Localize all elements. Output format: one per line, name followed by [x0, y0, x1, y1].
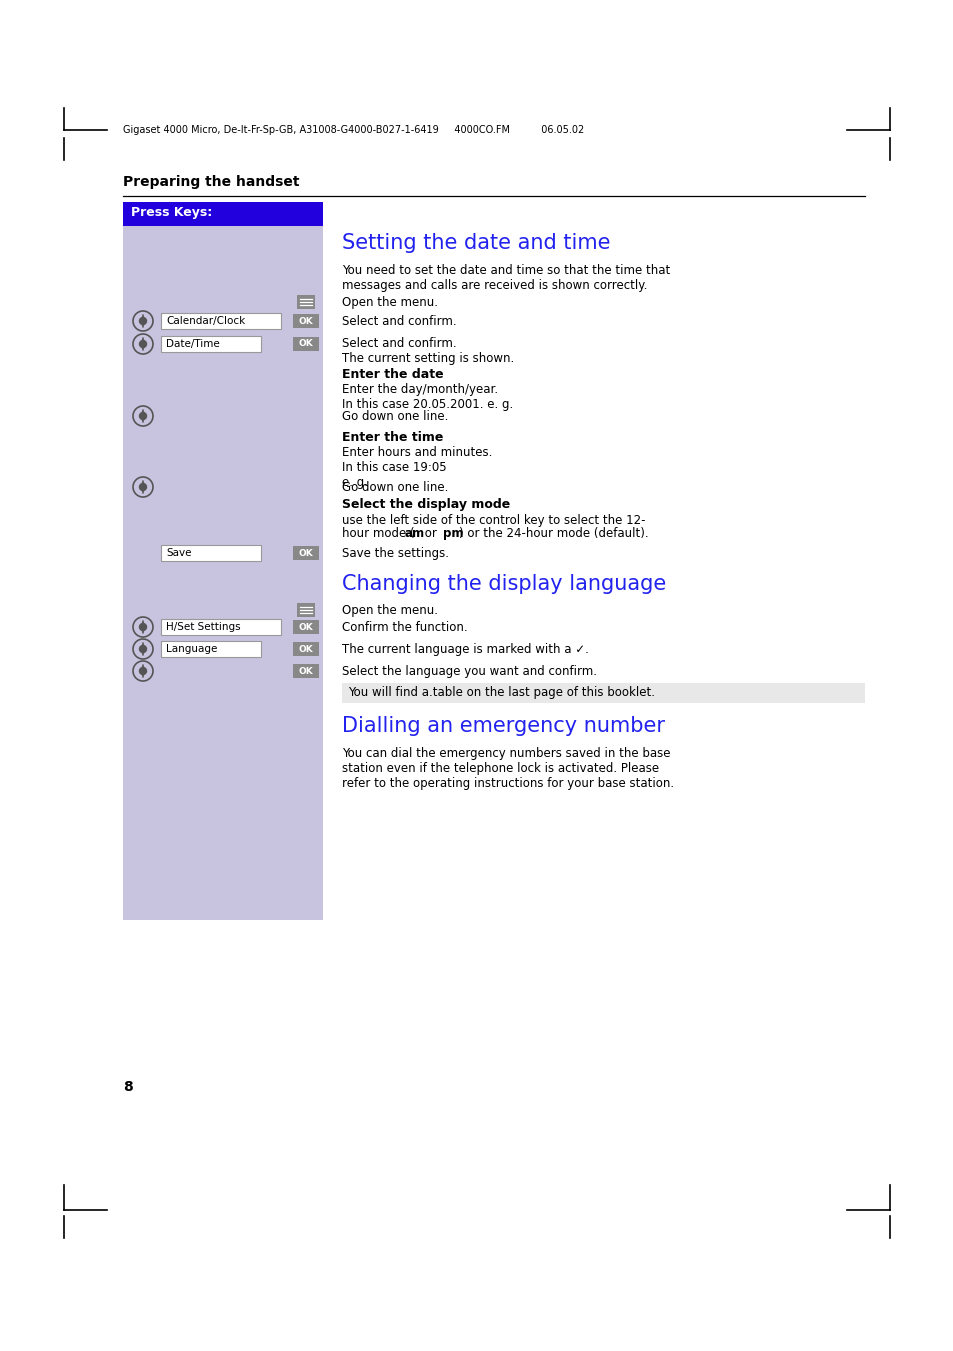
Text: use the left side of the control key to select the 12-: use the left side of the control key to … — [341, 513, 645, 527]
Bar — [161, 313, 281, 330]
Text: Select and confirm.
The current setting is shown.: Select and confirm. The current setting … — [341, 336, 514, 365]
Circle shape — [139, 484, 147, 490]
Text: Gigaset 4000 Micro, De-It-Fr-Sp-GB, A31008-G4000-B027-1-6419     4000CO.FM      : Gigaset 4000 Micro, De-It-Fr-Sp-GB, A310… — [123, 126, 583, 135]
Text: H/Set Settings: H/Set Settings — [166, 621, 240, 632]
Text: or: or — [420, 527, 440, 540]
Text: am: am — [405, 527, 425, 540]
Text: Select the display mode: Select the display mode — [341, 499, 510, 511]
Bar — [293, 620, 318, 634]
Bar — [161, 619, 281, 635]
Circle shape — [139, 624, 147, 631]
Text: OK: OK — [298, 316, 313, 326]
Bar — [293, 336, 318, 351]
Text: Setting the date and time: Setting the date and time — [341, 232, 610, 253]
Text: Enter hours and minutes.
In this case 19:05
e. g.: Enter hours and minutes. In this case 19… — [341, 446, 492, 489]
Text: The current language is marked with a ✓.: The current language is marked with a ✓. — [341, 643, 588, 657]
Bar — [296, 295, 314, 309]
Text: Enter the date: Enter the date — [341, 367, 443, 381]
Bar — [161, 640, 261, 657]
Text: Changing the display language: Changing the display language — [341, 574, 665, 594]
Circle shape — [139, 317, 147, 324]
Text: ) or the 24-hour mode (default).: ) or the 24-hour mode (default). — [458, 527, 648, 540]
Bar — [341, 684, 864, 703]
Bar — [296, 603, 314, 617]
Text: Press Keys:: Press Keys: — [131, 205, 212, 219]
Bar — [293, 546, 318, 561]
Circle shape — [139, 646, 147, 653]
Text: OK: OK — [298, 644, 313, 654]
Text: OK: OK — [298, 549, 313, 558]
Text: Select the language you want and confirm.: Select the language you want and confirm… — [341, 665, 597, 678]
Text: Open the menu.: Open the menu. — [341, 604, 437, 617]
Text: hour mode (: hour mode ( — [341, 527, 415, 540]
Text: Go down one line.: Go down one line. — [341, 409, 448, 423]
Text: Dialling an emergency number: Dialling an emergency number — [341, 716, 664, 736]
Text: Go down one line.: Go down one line. — [341, 481, 448, 494]
Text: Open the menu.: Open the menu. — [341, 296, 437, 309]
Bar — [293, 642, 318, 657]
Text: Confirm the function.: Confirm the function. — [341, 621, 467, 634]
Text: You need to set the date and time so that the time that
messages and calls are r: You need to set the date and time so tha… — [341, 263, 670, 292]
Bar — [293, 663, 318, 678]
Bar — [293, 313, 318, 328]
Text: OK: OK — [298, 666, 313, 676]
Text: OK: OK — [298, 623, 313, 631]
Text: Enter the time: Enter the time — [341, 431, 443, 444]
Bar — [123, 203, 323, 920]
Text: 8: 8 — [123, 1079, 132, 1094]
Text: Save the settings.: Save the settings. — [341, 547, 449, 561]
Text: Language: Language — [166, 644, 217, 654]
Text: You will find a.table on the last page of this booklet.: You will find a.table on the last page o… — [348, 686, 655, 698]
Circle shape — [139, 340, 147, 347]
Circle shape — [139, 412, 147, 420]
Text: Enter the day/month/year.
In this case 20.05.2001. e. g.: Enter the day/month/year. In this case 2… — [341, 382, 513, 411]
Text: pm: pm — [442, 527, 463, 540]
Text: Save: Save — [166, 549, 192, 558]
Text: You can dial the emergency numbers saved in the base
station even if the telepho: You can dial the emergency numbers saved… — [341, 747, 674, 790]
Text: Preparing the handset: Preparing the handset — [123, 176, 299, 189]
Bar — [123, 203, 323, 226]
Text: Select and confirm.: Select and confirm. — [341, 315, 456, 328]
Circle shape — [139, 667, 147, 674]
Text: Date/Time: Date/Time — [166, 339, 219, 349]
Text: OK: OK — [298, 339, 313, 349]
Text: Calendar/Clock: Calendar/Clock — [166, 316, 245, 326]
Bar — [161, 336, 261, 353]
Bar — [161, 544, 261, 561]
